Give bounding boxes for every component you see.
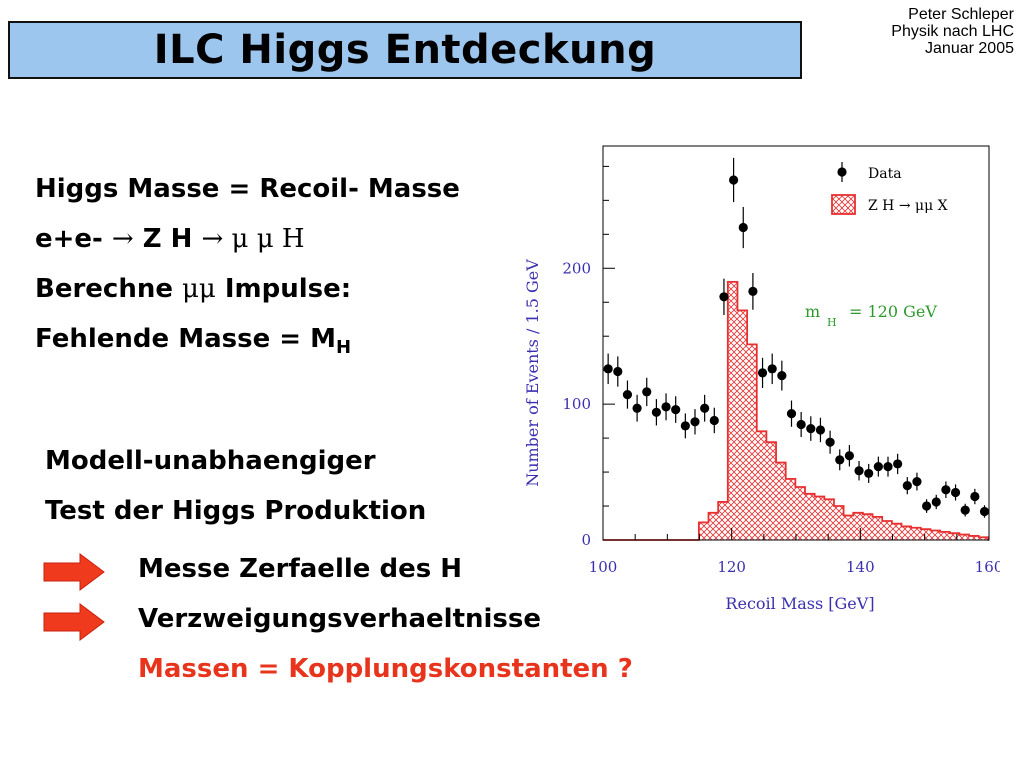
- data-point: [748, 286, 758, 296]
- bullet-zerfaelle: Messe Zerfaelle des H: [138, 554, 462, 584]
- line-process-zh: Z H: [133, 224, 202, 254]
- y-axis-label: Number of Events / 1.5 GeV: [523, 259, 542, 487]
- data-point: [777, 371, 787, 381]
- line-impulse: Berechne μμ Impulse:: [35, 264, 460, 314]
- line-fehlende-text: Fehlende Masse = M: [35, 324, 336, 354]
- line-process: e+e- → Z H → μ μ H: [35, 214, 460, 264]
- data-point: [960, 505, 970, 515]
- line-higgs-masse: Higgs Masse = Recoil- Masse: [35, 174, 460, 204]
- legend-data-label: Data: [868, 166, 902, 182]
- x-tick-label: 160: [975, 558, 1000, 576]
- data-point: [709, 415, 719, 426]
- data-point: [796, 419, 806, 430]
- block2-line2: Test der Higgs Produktion: [45, 496, 427, 526]
- line-fehlende-sub: H: [335, 337, 352, 358]
- line-process-ee: e+e-: [35, 224, 112, 254]
- data-point: [825, 437, 835, 447]
- author-course: Physik nach LHC: [891, 23, 1014, 40]
- line-impulse-post: Impulse:: [215, 274, 352, 304]
- author-date: Januar 2005: [925, 40, 1014, 57]
- data-point: [622, 390, 633, 400]
- data-point: [651, 407, 661, 417]
- model-independent-block: Modell-unabhaengiger Test der Higgs Prod…: [45, 436, 426, 536]
- data-point: [632, 403, 642, 413]
- arrow-symbol-2: →: [201, 224, 224, 254]
- data-point: [613, 366, 623, 377]
- data-point: [719, 292, 729, 302]
- data-point: [902, 481, 912, 491]
- x-axis-label: Recoil Mass [GeV]: [725, 594, 874, 613]
- data-point: [950, 487, 961, 498]
- data-point: [912, 476, 922, 487]
- y-tick-label: 100: [562, 395, 591, 413]
- data-point: [690, 417, 700, 427]
- recoil-explanation: Higgs Masse = Recoil- Masse e+e- → Z H →…: [35, 164, 460, 364]
- x-tick-label: 100: [589, 558, 618, 576]
- data-point: [728, 175, 739, 185]
- title-box: ILC Higgs Entdeckung: [8, 21, 802, 79]
- data-point: [931, 497, 941, 507]
- data-point: [815, 425, 826, 435]
- signal-histogram-fill: [603, 281, 989, 540]
- mh-annotation-value: = 120 GeV: [849, 302, 937, 321]
- data-point: [767, 364, 777, 374]
- data-point: [873, 462, 883, 472]
- line-process-mumu: μ μ H: [223, 224, 305, 254]
- page-title: ILC Higgs Entdeckung: [153, 27, 657, 73]
- recoil-mass-chart: 100 120 140 160 0 100 200 Recoil Mass [GeV] Numb…: [523, 145, 1000, 613]
- author-name: Peter Schleper: [908, 6, 1014, 23]
- mh-annotation-sub: H: [827, 316, 837, 329]
- data-point: [757, 368, 768, 378]
- arrow-symbol-1: →: [111, 224, 134, 254]
- data-point: [921, 501, 932, 511]
- mh-annotation-m: m: [805, 302, 820, 321]
- data-point: [603, 364, 613, 374]
- x-tick-label: 140: [846, 558, 875, 576]
- author-info: Peter Schleper Physik nach LHC Januar 20…: [891, 6, 1014, 57]
- line-fehlende-masse: Fehlende Masse = MH: [35, 314, 460, 364]
- data-point: [864, 468, 874, 479]
- conclusion-list: Messe Zerfaelle des H Verzweigungsverhae…: [138, 544, 633, 694]
- data-point: [979, 506, 990, 517]
- data-point: [893, 459, 903, 469]
- y-tick-label: 0: [581, 531, 591, 549]
- y-tick-label: 200: [562, 259, 591, 277]
- data-point: [844, 451, 854, 461]
- block2-line1: Modell-unabhaengiger: [45, 446, 376, 476]
- legend-signal-swatch: [831, 194, 856, 215]
- data-point: [854, 466, 864, 476]
- bullet-verzweigung: Verzweigungsverhaeltnisse: [138, 604, 542, 634]
- red-arrow-icon: [43, 553, 105, 591]
- data-point: [941, 485, 951, 495]
- data-point: [700, 403, 710, 413]
- signal-histogram-line: [603, 280, 990, 541]
- x-tick-label: 120: [717, 558, 746, 576]
- data-point: [835, 455, 845, 465]
- data-point: [883, 462, 893, 472]
- data-point: [671, 404, 681, 415]
- bullet-kopplung: Massen = Kopplungskonstanten ?: [138, 654, 633, 684]
- red-arrow-icon: [43, 603, 105, 641]
- legend-data-marker: [837, 167, 847, 177]
- data-point: [806, 423, 816, 434]
- data-point: [970, 491, 980, 502]
- mumu-symbol: μμ: [182, 274, 216, 304]
- data-point: [680, 421, 690, 431]
- line-impulse-pre: Berechne: [35, 274, 183, 304]
- legend-signal-label: Z H → μμ X: [868, 198, 948, 214]
- data-point: [642, 387, 652, 397]
- data-point: [738, 222, 748, 233]
- data-point: [661, 402, 671, 412]
- data-point: [786, 409, 797, 419]
